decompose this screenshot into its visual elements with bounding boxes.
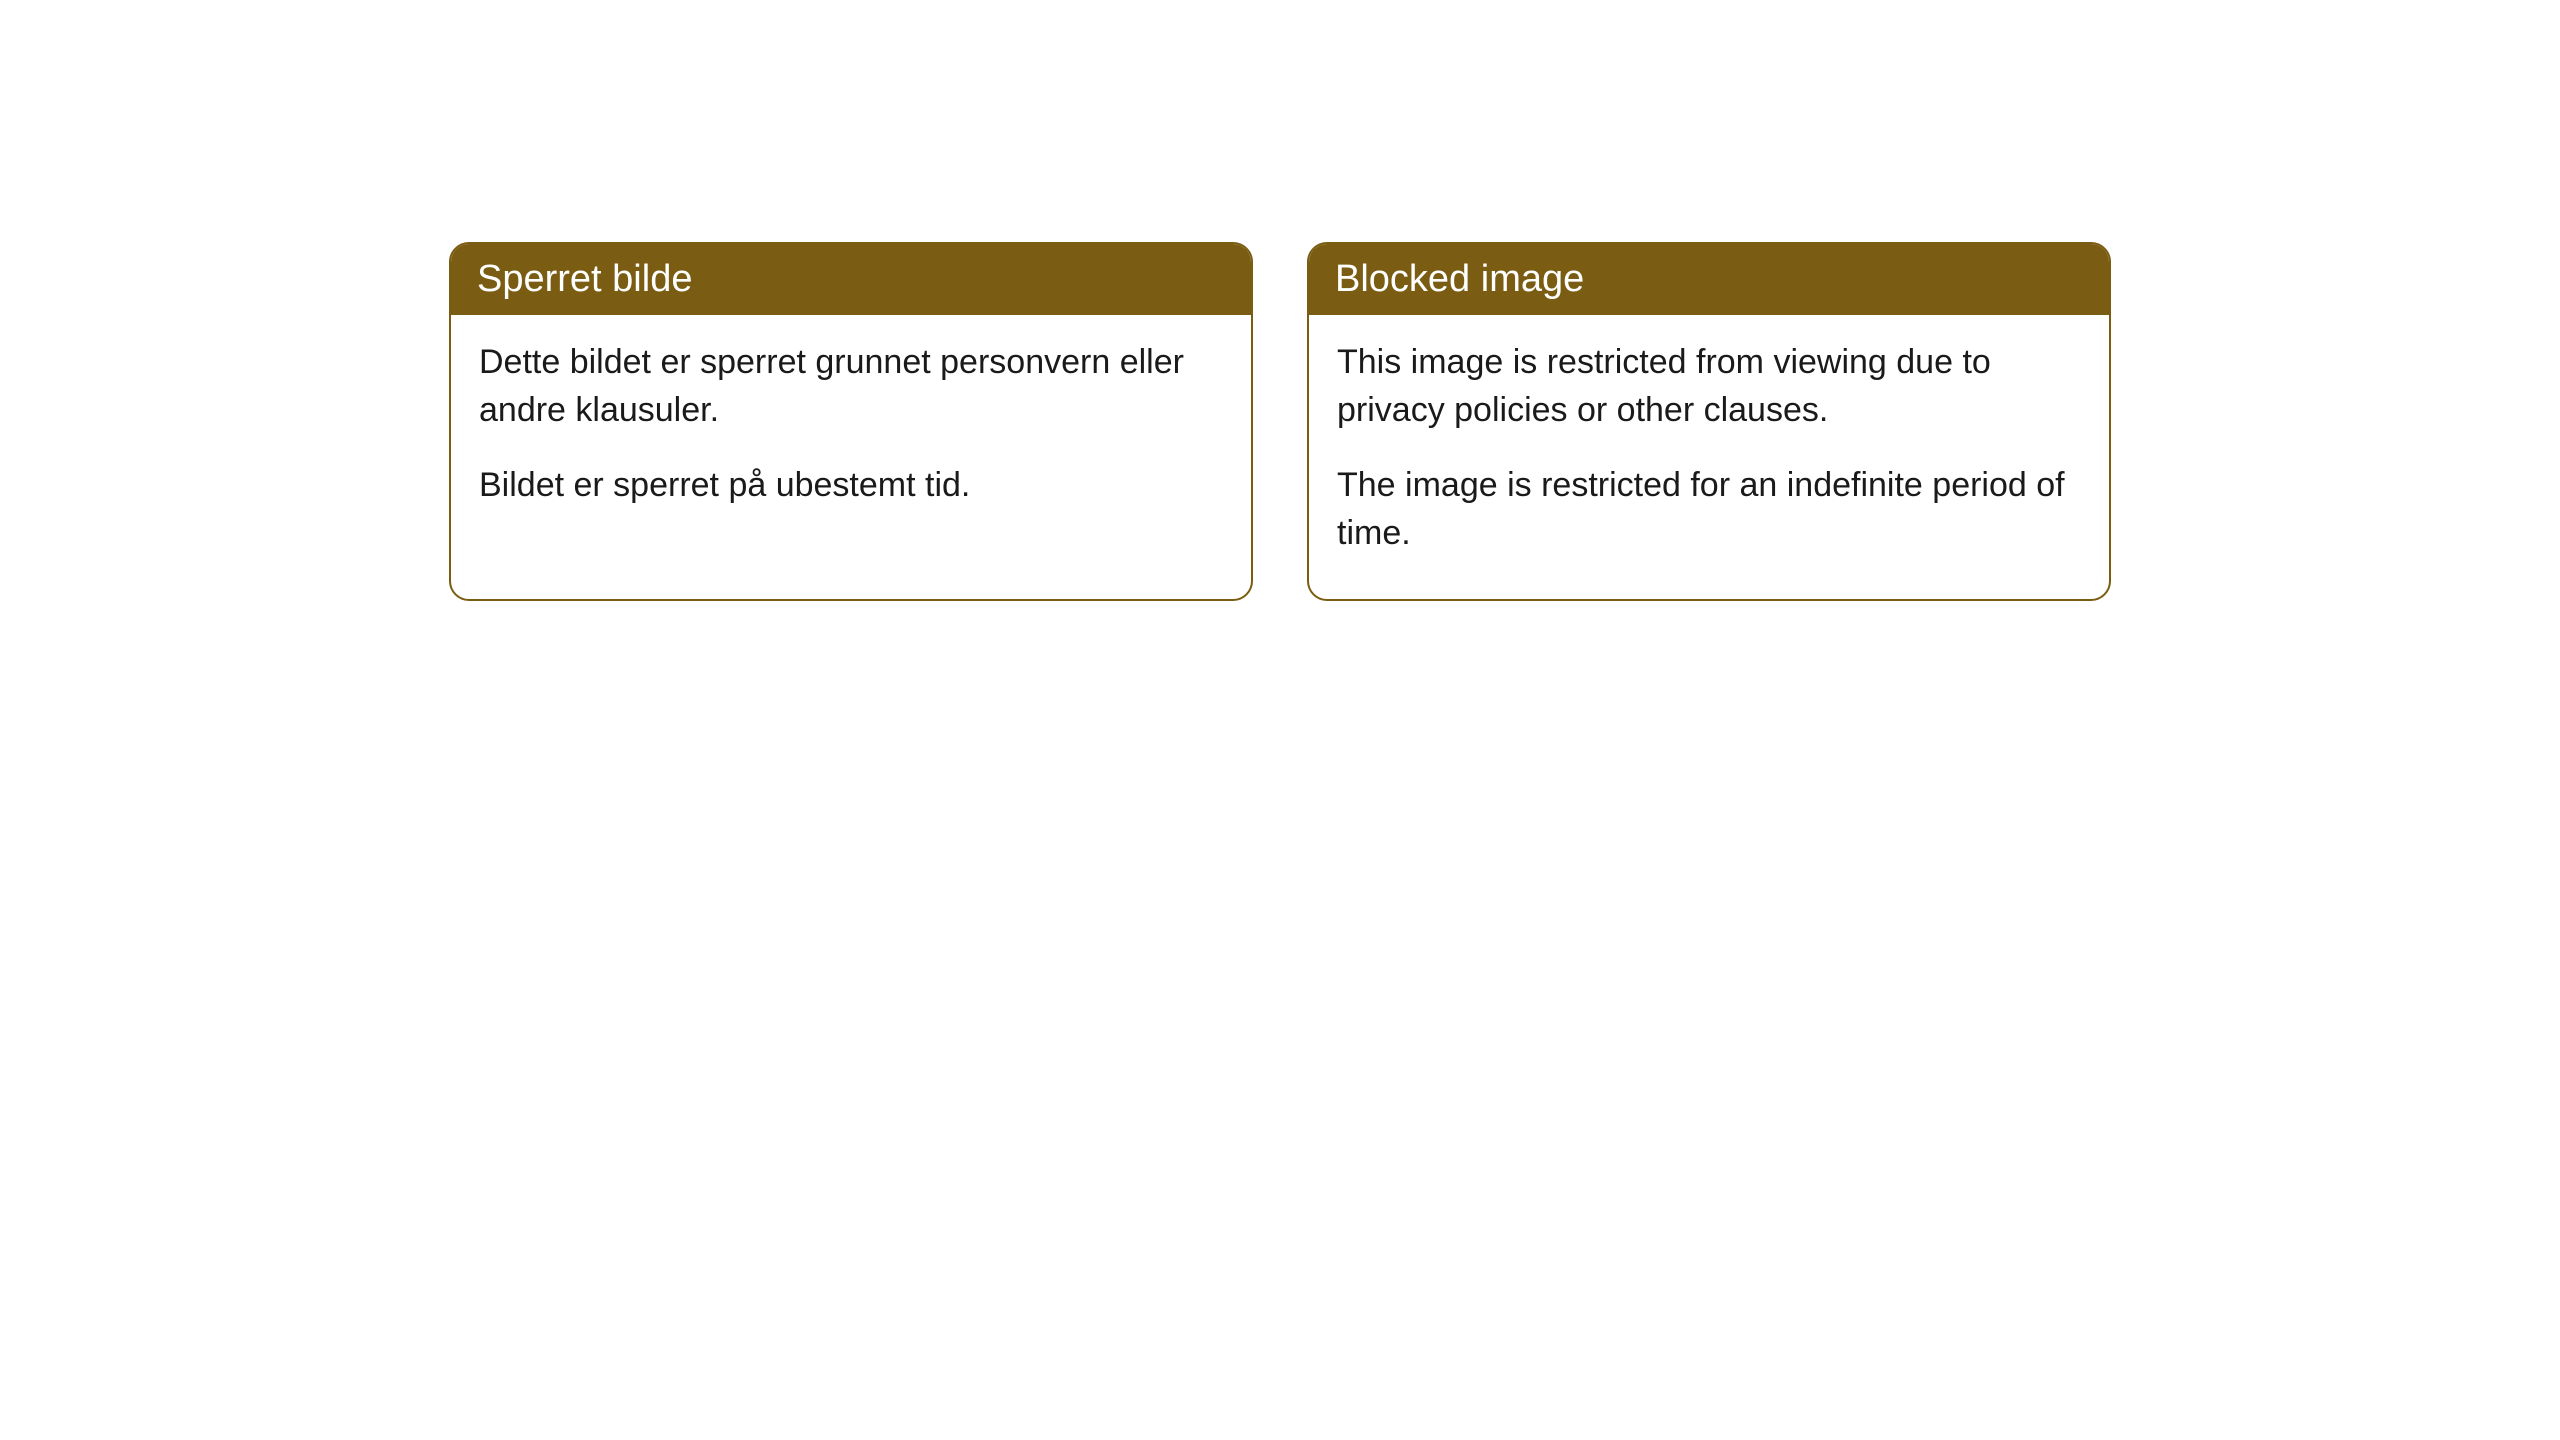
card-header: Sperret bilde xyxy=(451,244,1251,315)
card-paragraph: Bildet er sperret på ubestemt tid. xyxy=(479,462,1223,510)
cards-container: Sperret bilde Dette bildet er sperret gr… xyxy=(449,242,2111,601)
card-body: This image is restricted from viewing du… xyxy=(1309,315,2109,599)
card-body: Dette bildet er sperret grunnet personve… xyxy=(451,315,1251,552)
card-header: Blocked image xyxy=(1309,244,2109,315)
card-title: Sperret bilde xyxy=(477,258,692,300)
card-paragraph: Dette bildet er sperret grunnet personve… xyxy=(479,339,1223,434)
card-title: Blocked image xyxy=(1335,258,1584,300)
card-paragraph: This image is restricted from viewing du… xyxy=(1337,339,2081,434)
blocked-image-card-english: Blocked image This image is restricted f… xyxy=(1307,242,2111,601)
card-paragraph: The image is restricted for an indefinit… xyxy=(1337,462,2081,557)
blocked-image-card-norwegian: Sperret bilde Dette bildet er sperret gr… xyxy=(449,242,1253,601)
